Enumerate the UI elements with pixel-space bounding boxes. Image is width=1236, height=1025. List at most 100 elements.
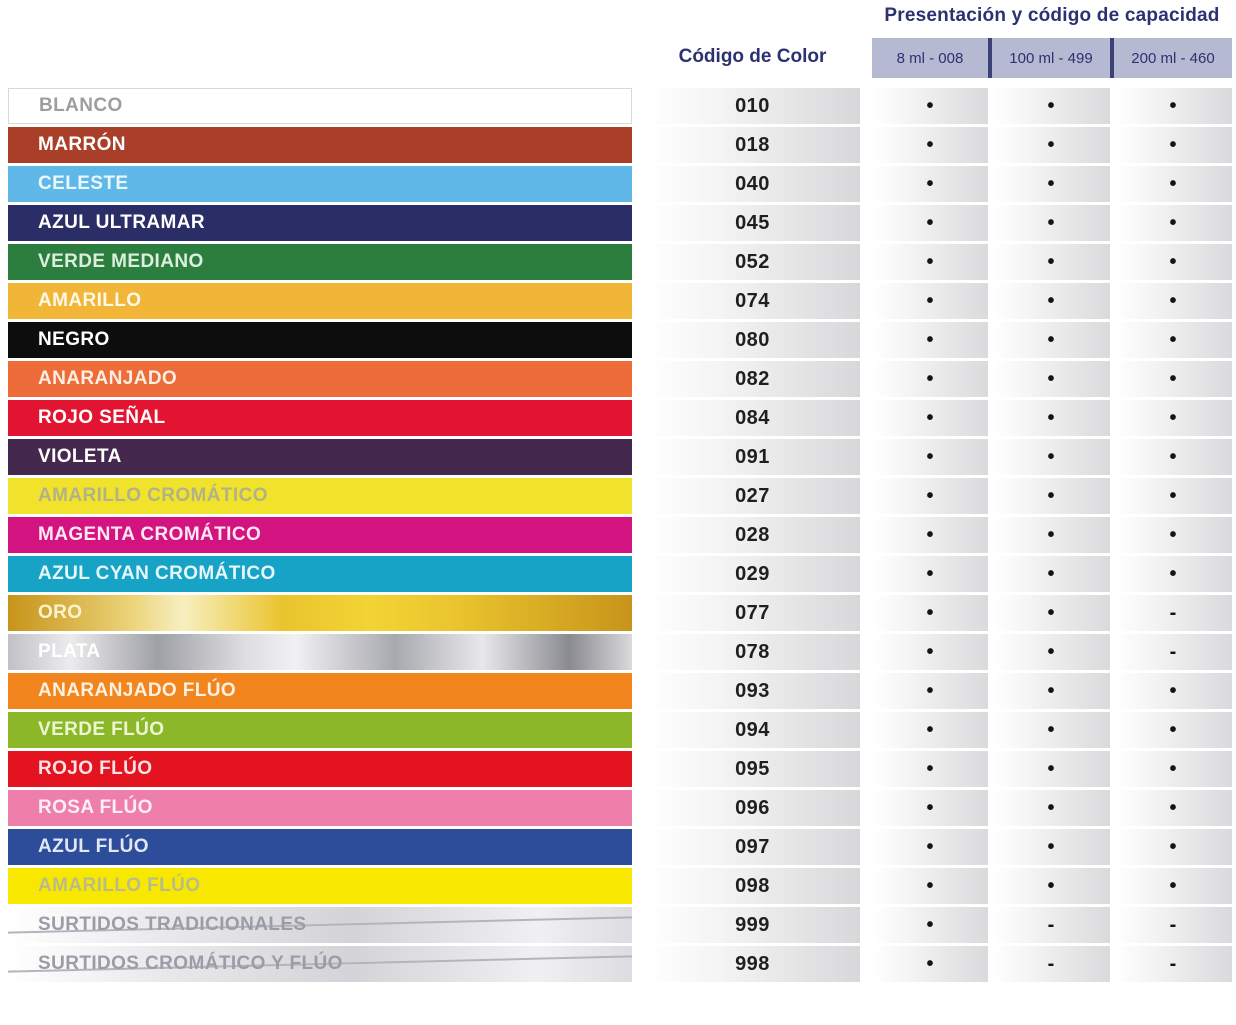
- color-swatch: VERDE MEDIANO: [8, 244, 632, 280]
- table-row: ORO 077 • • -: [0, 595, 1236, 631]
- color-code: 098: [645, 868, 860, 904]
- color-name: NEGRO: [38, 329, 110, 350]
- availability-cell-8ml: •: [872, 205, 988, 241]
- color-code: 998: [645, 946, 860, 982]
- capacity-header-divider: [988, 38, 992, 78]
- color-swatch: AMARILLO FLÚO: [8, 868, 632, 904]
- availability-cell-200ml: •: [1114, 283, 1232, 319]
- availability-cell-200ml: •: [1114, 478, 1232, 514]
- color-code: 040: [645, 166, 860, 202]
- availability-cell-200ml: -: [1114, 634, 1232, 670]
- color-code: 095: [645, 751, 860, 787]
- color-name: ROJO FLÚO: [38, 758, 153, 779]
- availability-cell-8ml: •: [872, 283, 988, 319]
- color-code: 052: [645, 244, 860, 280]
- availability-cell-200ml: •: [1114, 244, 1232, 280]
- color-code: 093: [645, 673, 860, 709]
- availability-cell-8ml: •: [872, 595, 988, 631]
- availability-cell-200ml: •: [1114, 673, 1232, 709]
- availability-cell-100ml: •: [992, 400, 1110, 436]
- availability-cell-8ml: •: [872, 361, 988, 397]
- color-code-column-title: Código de Color: [678, 46, 827, 67]
- availability-cell-200ml: •: [1114, 127, 1232, 163]
- availability-cell-8ml: •: [872, 439, 988, 475]
- color-code: 091: [645, 439, 860, 475]
- table-row: BLANCO 010 • • •: [0, 88, 1236, 124]
- table-row: AZUL FLÚO 097 • • •: [0, 829, 1236, 865]
- capacity-header-200ml: 200 ml - 460: [1114, 38, 1232, 78]
- availability-cell-100ml: •: [992, 673, 1110, 709]
- availability-cell-100ml: •: [992, 751, 1110, 787]
- availability-cell-100ml: •: [992, 244, 1110, 280]
- table-row: AMARILLO FLÚO 098 • • •: [0, 868, 1236, 904]
- color-swatch: VERDE FLÚO: [8, 712, 632, 748]
- availability-cell-8ml: •: [872, 166, 988, 202]
- color-code: 074: [645, 283, 860, 319]
- color-name: ROJO SEÑAL: [38, 407, 166, 428]
- availability-cell-100ml: •: [992, 283, 1110, 319]
- color-code: 029: [645, 556, 860, 592]
- color-swatch: VIOLETA: [8, 439, 632, 475]
- color-swatch: MAGENTA CROMÁTICO: [8, 517, 632, 553]
- availability-cell-200ml: •: [1114, 166, 1232, 202]
- availability-cell-8ml: •: [872, 751, 988, 787]
- table-row: ROJO FLÚO 095 • • •: [0, 751, 1236, 787]
- color-code: 045: [645, 205, 860, 241]
- color-swatch: AMARILLO CROMÁTICO: [8, 478, 632, 514]
- availability-cell-200ml: -: [1114, 946, 1232, 982]
- capacity-header-100ml: 100 ml - 499: [992, 38, 1110, 78]
- availability-cell-8ml: •: [872, 634, 988, 670]
- availability-cell-100ml: -: [992, 946, 1110, 982]
- color-code: 082: [645, 361, 860, 397]
- color-swatch: ROSA FLÚO: [8, 790, 632, 826]
- availability-cell-200ml: •: [1114, 322, 1232, 358]
- table-row: NEGRO 080 • • •: [0, 322, 1236, 358]
- availability-cell-100ml: •: [992, 517, 1110, 553]
- availability-cell-8ml: •: [872, 517, 988, 553]
- color-name: AZUL ULTRAMAR: [38, 212, 206, 233]
- table-row: CELESTE 040 • • •: [0, 166, 1236, 202]
- availability-cell-200ml: -: [1114, 907, 1232, 943]
- table-row: ANARANJADO 082 • • •: [0, 361, 1236, 397]
- color-swatch: ANARANJADO FLÚO: [8, 673, 632, 709]
- color-name: ORO: [38, 602, 83, 623]
- color-name: VERDE MEDIANO: [38, 251, 204, 272]
- table-row: AMARILLO 074 • • •: [0, 283, 1236, 319]
- availability-cell-100ml: •: [992, 205, 1110, 241]
- color-swatch: AZUL CYAN CROMÁTICO: [8, 556, 632, 592]
- color-code: 077: [645, 595, 860, 631]
- color-name: AZUL FLÚO: [38, 836, 149, 857]
- availability-cell-8ml: •: [872, 946, 988, 982]
- table-row: ROSA FLÚO 096 • • •: [0, 790, 1236, 826]
- color-name: AMARILLO: [38, 290, 142, 311]
- availability-cell-100ml: •: [992, 478, 1110, 514]
- availability-cell-8ml: •: [872, 790, 988, 826]
- availability-cell-200ml: •: [1114, 517, 1232, 553]
- color-name: AMARILLO CROMÁTICO: [38, 485, 268, 506]
- color-swatch: MARRÓN: [8, 127, 632, 163]
- availability-cell-200ml: •: [1114, 205, 1232, 241]
- availability-cell-8ml: •: [872, 556, 988, 592]
- color-code: 010: [645, 88, 860, 124]
- table-row: VERDE MEDIANO 052 • • •: [0, 244, 1236, 280]
- color-name: SURTIDOS TRADICIONALES: [38, 914, 307, 935]
- table-row: SURTIDOS CROMÁTICO Y FLÚO 998 • - -: [0, 946, 1236, 982]
- color-swatch: PLATA: [8, 634, 632, 670]
- capacity-header-divider: [1110, 38, 1114, 78]
- color-swatch: ANARANJADO: [8, 361, 632, 397]
- color-name: MARRÓN: [38, 134, 126, 155]
- color-swatch: SURTIDOS TRADICIONALES: [8, 907, 632, 943]
- color-name: VIOLETA: [38, 446, 122, 467]
- color-name: PLATA: [38, 641, 101, 662]
- availability-cell-100ml: •: [992, 556, 1110, 592]
- color-swatch: ROJO SEÑAL: [8, 400, 632, 436]
- availability-cell-200ml: -: [1114, 595, 1232, 631]
- color-name: AMARILLO FLÚO: [38, 875, 201, 896]
- color-code: 097: [645, 829, 860, 865]
- color-name: AZUL CYAN CROMÁTICO: [38, 563, 276, 584]
- color-swatch: SURTIDOS CROMÁTICO Y FLÚO: [8, 946, 632, 982]
- capacity-title: Presentación y código de capacidad: [884, 5, 1220, 26]
- table-row: SURTIDOS TRADICIONALES 999 • - -: [0, 907, 1236, 943]
- table-row: VIOLETA 091 • • •: [0, 439, 1236, 475]
